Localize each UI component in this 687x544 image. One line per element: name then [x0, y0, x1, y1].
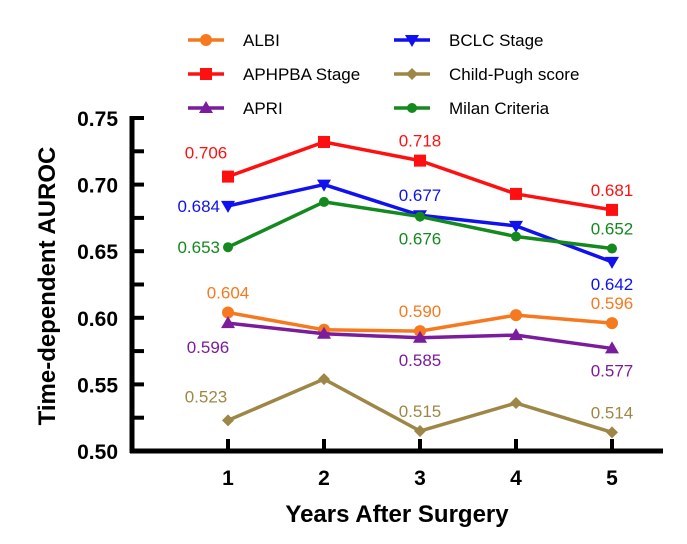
apri-point — [605, 341, 619, 354]
legend-label: APRI — [243, 99, 283, 118]
x-tick-label: 3 — [414, 467, 426, 490]
child-pugh-score-point — [222, 414, 234, 427]
legend-item-apri: APRI — [188, 99, 283, 118]
apri-point — [317, 326, 331, 339]
y-tick-label: 0.50 — [77, 441, 118, 464]
legend-item-albi: ALBI — [188, 31, 280, 50]
bclc-stage-point — [605, 256, 619, 269]
child-pugh-score-point — [318, 373, 330, 386]
y-tick-label: 0.65 — [77, 241, 118, 264]
aphpba-stage-data-label: 0.706 — [185, 144, 228, 163]
x-tick-label: 1 — [222, 467, 234, 490]
milan-criteria-data-label: 0.676 — [399, 230, 442, 249]
y-axis-title: Time-dependent AUROC — [34, 147, 61, 426]
bclc-stage-data-label: 0.642 — [591, 275, 634, 294]
x-ticks: 1 2 3 4 5 — [222, 439, 618, 490]
albi-data-label: 0.590 — [399, 302, 442, 321]
child-pugh-score-data-label: 0.523 — [185, 387, 228, 406]
legend-item-aphpba-stage: APHPBA Stage — [188, 65, 360, 84]
series-child-pugh-score — [222, 373, 618, 439]
milan-criteria-data-label: 0.652 — [591, 220, 634, 239]
apri-point — [509, 328, 523, 341]
legend-item-milan-criteria: Milan Criteria — [394, 99, 550, 118]
milan-criteria-point — [511, 231, 521, 242]
bclc-stage-data-label: 0.684 — [177, 197, 220, 216]
albi-point — [606, 317, 618, 330]
y-tick-label: 0.55 — [77, 374, 118, 397]
apri-data-label: 0.596 — [187, 338, 230, 357]
aphpba-stage-point — [318, 135, 330, 148]
milan-criteria-point — [223, 242, 233, 253]
series-aphpba-stage — [222, 135, 618, 216]
legend: ALBI BCLC Stage APHPBA Stage Child-Pugh sco… — [188, 31, 579, 118]
legend-swatch-marker — [406, 68, 418, 80]
series-milan-criteria — [223, 196, 617, 254]
y-tick-label: 0.60 — [77, 308, 118, 331]
bclc-stage-point — [509, 220, 523, 233]
child-pugh-score-point — [414, 425, 426, 438]
albi-point — [222, 306, 234, 319]
bclc-stage-point — [317, 179, 331, 192]
x-tick-label: 2 — [318, 467, 330, 490]
apri-data-label: 0.577 — [591, 361, 634, 380]
legend-swatch-marker — [199, 101, 213, 113]
data-labels-layer: 0.604 0.590 0.596 0.706 0.718 0.681 0.596 0.585… — [177, 132, 633, 423]
milan-criteria-point — [607, 243, 617, 254]
y-tick-label: 0.75 — [77, 108, 118, 131]
legend-label: Milan Criteria — [449, 99, 550, 118]
x-tick-label: 4 — [510, 467, 522, 490]
bclc-stage-data-label: 0.677 — [399, 186, 442, 205]
legend-swatch-marker — [405, 35, 419, 47]
x-tick-label: 5 — [606, 467, 618, 490]
child-pugh-score-data-label: 0.515 — [399, 402, 442, 421]
milan-criteria-point — [319, 196, 329, 207]
child-pugh-score-point — [606, 426, 618, 439]
aphpba-stage-point — [414, 154, 426, 167]
legend-swatch-marker — [407, 103, 417, 113]
legend-label: ALBI — [243, 31, 280, 50]
milan-criteria-point — [415, 211, 425, 222]
albi-data-label: 0.604 — [207, 283, 250, 302]
legend-label: BCLC Stage — [449, 31, 544, 50]
apri-data-label: 0.585 — [399, 351, 442, 370]
legend-label: APHPBA Stage — [243, 65, 360, 84]
milan-criteria-data-label: 0.653 — [177, 238, 220, 257]
aphpba-stage-point — [222, 170, 234, 183]
x-axis-title: Years After Surgery — [285, 501, 509, 528]
albi-point — [510, 309, 522, 322]
aphpba-stage-point — [510, 187, 522, 200]
legend-swatch-marker — [200, 68, 212, 80]
aphpba-stage-data-label: 0.718 — [399, 132, 442, 151]
legend-label: Child-Pugh score — [449, 65, 579, 84]
legend-item-child-pugh-score: Child-Pugh score — [394, 65, 579, 84]
child-pugh-score-data-label: 0.514 — [591, 403, 634, 422]
apri-point — [413, 330, 427, 343]
series-layer — [221, 135, 619, 439]
y-ticks: 0.50 0.55 0.60 0.65 0.70 0.75 — [77, 108, 144, 464]
series-apri — [221, 316, 619, 354]
y-tick-label: 0.70 — [77, 175, 118, 198]
legend-item-bclc-stage: BCLC Stage — [394, 31, 544, 50]
aphpba-stage-point — [606, 203, 618, 216]
axes: 0.50 0.55 0.60 0.65 0.70 0.75 1 2 3 4 5 — [77, 108, 663, 490]
bclc-stage-point — [221, 200, 235, 213]
albi-data-label: 0.596 — [591, 294, 634, 313]
aphpba-stage-data-label: 0.681 — [591, 181, 634, 200]
child-pugh-score-point — [510, 397, 522, 410]
legend-swatch-marker — [200, 34, 212, 46]
apri-point — [221, 316, 235, 329]
